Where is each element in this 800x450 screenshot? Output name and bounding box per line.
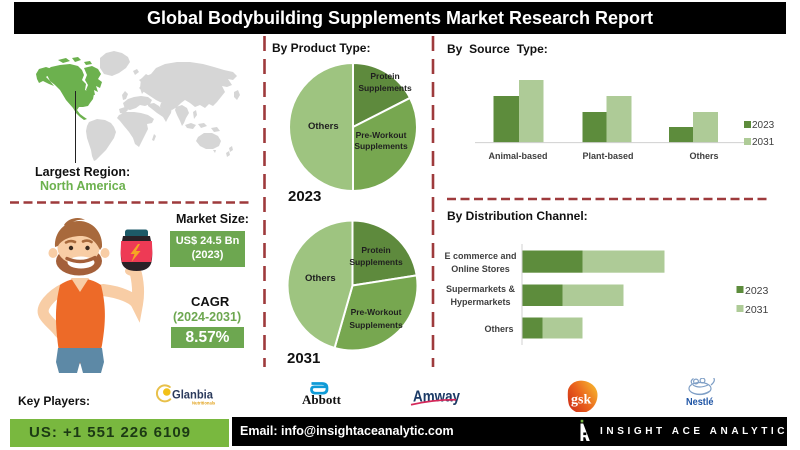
svg-text:gsk: gsk xyxy=(571,393,591,408)
svg-text:Glanbia: Glanbia xyxy=(172,388,213,402)
svg-text:Nutritionals: Nutritionals xyxy=(192,401,216,406)
svg-text:Nestlé: Nestlé xyxy=(686,396,714,408)
svg-text:Abbott: Abbott xyxy=(302,392,342,407)
